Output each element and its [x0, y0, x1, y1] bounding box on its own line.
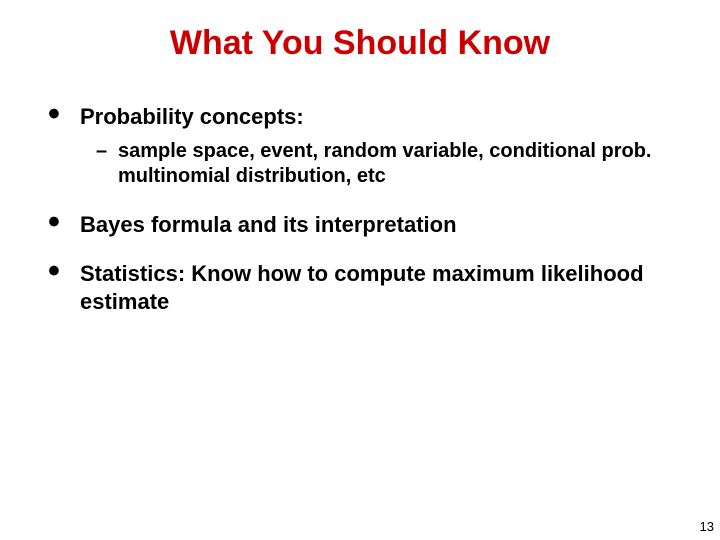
bullet-3: • Statistics: Know how to compute maximu…: [48, 260, 672, 315]
bullet-3-text: Statistics: Know how to compute maximum …: [80, 261, 644, 314]
page-number: 13: [700, 519, 714, 534]
slide-title: What You Should Know: [0, 0, 720, 81]
bullet-2-text: Bayes formula and its interpretation: [80, 212, 457, 237]
dash-icon: –: [96, 139, 107, 164]
bullet-2: • Bayes formula and its interpretation: [48, 211, 672, 239]
bullet-1-sub-1: – sample space, event, random variable, …: [96, 139, 672, 189]
bullet-1-sub-1-text: sample space, event, random variable, co…: [118, 140, 652, 187]
slide-body: • Probability concepts: – sample space, …: [0, 103, 720, 315]
bullet-dot-icon: •: [48, 205, 60, 239]
bullet-1-text: Probability concepts:: [80, 104, 304, 129]
bullet-dot-icon: •: [48, 254, 60, 288]
bullet-1: • Probability concepts:: [48, 103, 672, 131]
slide: What You Should Know • Probability conce…: [0, 0, 720, 540]
bullet-dot-icon: •: [48, 97, 60, 131]
